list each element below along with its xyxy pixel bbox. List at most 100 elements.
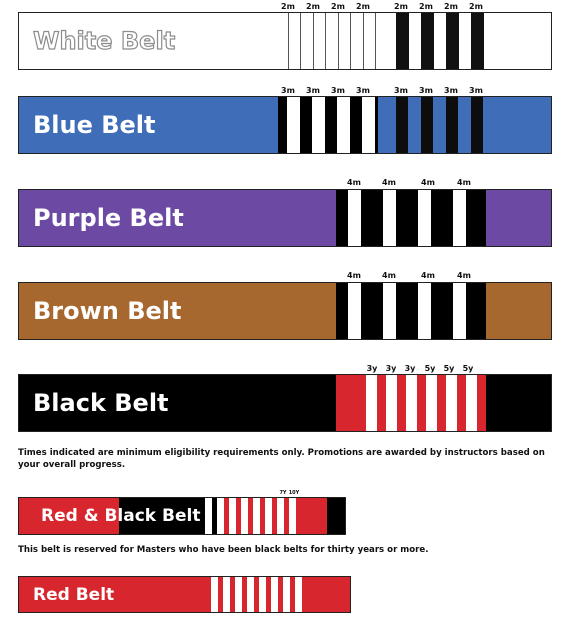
white-belt-stripe bbox=[338, 13, 351, 69]
degree-time-label: 2m bbox=[419, 2, 433, 11]
purple-belt-degree-stripe bbox=[418, 190, 431, 246]
degree-time-label: 3m bbox=[306, 86, 320, 95]
degree-time-label: 4m bbox=[457, 178, 471, 187]
degree-time-label: 4m bbox=[382, 271, 396, 280]
brown-belt-degree-stripe bbox=[348, 283, 361, 339]
purple-belt-degree-stripe bbox=[453, 190, 466, 246]
degree-time-label: 3m bbox=[356, 86, 370, 95]
degree-time-label: 5y bbox=[424, 364, 436, 373]
blue-belt-degree-stripe bbox=[287, 97, 300, 153]
red-black-belt-rank-bar bbox=[203, 498, 297, 534]
black-belt-degree-stripe bbox=[386, 375, 397, 431]
degree-time-label: 2m bbox=[306, 2, 320, 11]
red-black-belt-degree-stripe bbox=[205, 498, 212, 534]
degree-time-label: 7Y bbox=[279, 490, 287, 496]
white-belt-stripe bbox=[313, 13, 326, 69]
degree-time-label: 2m bbox=[331, 2, 345, 11]
degree-time-label: 2m bbox=[281, 2, 295, 11]
degree-time-label: 2m bbox=[444, 2, 458, 11]
degree-time-label: 3m bbox=[331, 86, 345, 95]
red-black-belt-black-section bbox=[119, 498, 219, 534]
red-belt-degree-stripe bbox=[235, 577, 242, 612]
blue-belt-degree-stripe bbox=[312, 97, 325, 153]
brown-belt-degree-stripe bbox=[383, 283, 396, 339]
white-belt: White Belt bbox=[18, 12, 552, 70]
red-black-belt: Red & Black Belt bbox=[18, 497, 346, 535]
degree-time-label: 3m bbox=[281, 86, 295, 95]
degree-time-label: 2m bbox=[356, 2, 370, 11]
red-black-belt-degree-stripe bbox=[253, 498, 260, 534]
red-belt-label: Red Belt bbox=[33, 584, 115, 605]
degree-time-label: 5y bbox=[443, 364, 455, 373]
brown-belt-degree-stripe bbox=[418, 283, 431, 339]
blue-belt-degree-stripe bbox=[421, 97, 433, 153]
red-black-belt-degree-stripe bbox=[229, 498, 236, 534]
black-belt-degree-stripe bbox=[446, 375, 457, 431]
red-black-belt-degree-stripe bbox=[265, 498, 272, 534]
red-belt-degree-stripe bbox=[247, 577, 254, 612]
red-belt: Red Belt bbox=[18, 576, 351, 613]
degree-time-label: 10Y bbox=[288, 490, 300, 496]
brown-belt-rank-bar bbox=[336, 283, 486, 339]
blue-belt-degree-stripe bbox=[362, 97, 375, 153]
requirements-note: Times indicated are minimum eligibility … bbox=[18, 448, 545, 470]
degree-time-label: 3m bbox=[419, 86, 433, 95]
blue-belt-degree-stripe bbox=[471, 97, 483, 153]
degree-time-label: 3m bbox=[394, 86, 408, 95]
degree-time-label: 3m bbox=[469, 86, 483, 95]
red-belt-degree-stripe bbox=[223, 577, 230, 612]
degree-time-label: 3y bbox=[404, 364, 416, 373]
black-belt-degree-stripe bbox=[366, 375, 377, 431]
degree-time-label: 5y bbox=[462, 364, 474, 373]
black-belt-degree-stripe bbox=[466, 375, 477, 431]
red-black-belt-degree-stripe bbox=[289, 498, 296, 534]
degree-time-label: 3y bbox=[385, 364, 397, 373]
white-belt-degree-stripe bbox=[421, 13, 434, 69]
brown-belt-label: Brown Belt bbox=[33, 297, 182, 325]
red-belt-degree-stripe bbox=[259, 577, 266, 612]
blue-belt-degree-stripe bbox=[446, 97, 458, 153]
blue-belt-rank-bar bbox=[278, 97, 378, 153]
white-belt-stripe bbox=[288, 13, 301, 69]
degree-time-label: 3m bbox=[444, 86, 458, 95]
red-black-belt-degree-stripe bbox=[217, 498, 224, 534]
white-belt-stripe bbox=[363, 13, 376, 69]
black-belt-degree-stripe bbox=[406, 375, 417, 431]
black-belt: Black Belt bbox=[18, 374, 552, 432]
purple-belt-degree-stripe bbox=[348, 190, 361, 246]
red-belt-degree-stripe bbox=[295, 577, 302, 612]
black-belt-rank-bar bbox=[336, 375, 486, 431]
red-black-belt-black-end bbox=[327, 498, 345, 534]
degree-time-label: 4m bbox=[421, 178, 435, 187]
degree-time-label: 4m bbox=[347, 271, 361, 280]
degree-time-label: 4m bbox=[457, 271, 471, 280]
red-belt-degree-stripe bbox=[283, 577, 290, 612]
brown-belt: Brown Belt bbox=[18, 282, 552, 340]
purple-belt-degree-stripe bbox=[383, 190, 396, 246]
brown-belt-degree-stripe bbox=[453, 283, 466, 339]
purple-belt-rank-bar bbox=[336, 190, 486, 246]
degree-time-label: 4m bbox=[421, 271, 435, 280]
purple-belt: Purple Belt bbox=[18, 189, 552, 247]
blue-belt-degree-stripe bbox=[396, 97, 408, 153]
degree-time-label: 2m bbox=[394, 2, 408, 11]
white-belt-degree-stripe bbox=[396, 13, 409, 69]
blue-belt-label: Blue Belt bbox=[33, 111, 156, 139]
degree-time-label: 3y bbox=[366, 364, 378, 373]
degree-time-label: 2m bbox=[469, 2, 483, 11]
white-belt-degree-stripe bbox=[446, 13, 459, 69]
degree-time-label: 4m bbox=[347, 178, 361, 187]
red-belt-degree-stripe bbox=[271, 577, 278, 612]
masters-note: This belt is reserved for Masters who ha… bbox=[18, 545, 429, 555]
degree-time-label: 4m bbox=[382, 178, 396, 187]
blue-belt-degree-stripe bbox=[337, 97, 350, 153]
red-black-belt-label: Red & Black Belt bbox=[41, 506, 201, 526]
purple-belt-label: Purple Belt bbox=[33, 204, 184, 232]
red-belt-degree-stripe bbox=[211, 577, 218, 612]
white-belt-degree-stripe bbox=[471, 13, 484, 69]
blue-belt: Blue Belt bbox=[18, 96, 552, 154]
white-belt-label: White Belt bbox=[32, 26, 176, 55]
red-black-belt-degree-stripe bbox=[241, 498, 248, 534]
red-black-belt-degree-stripe bbox=[277, 498, 284, 534]
black-belt-degree-stripe bbox=[426, 375, 437, 431]
